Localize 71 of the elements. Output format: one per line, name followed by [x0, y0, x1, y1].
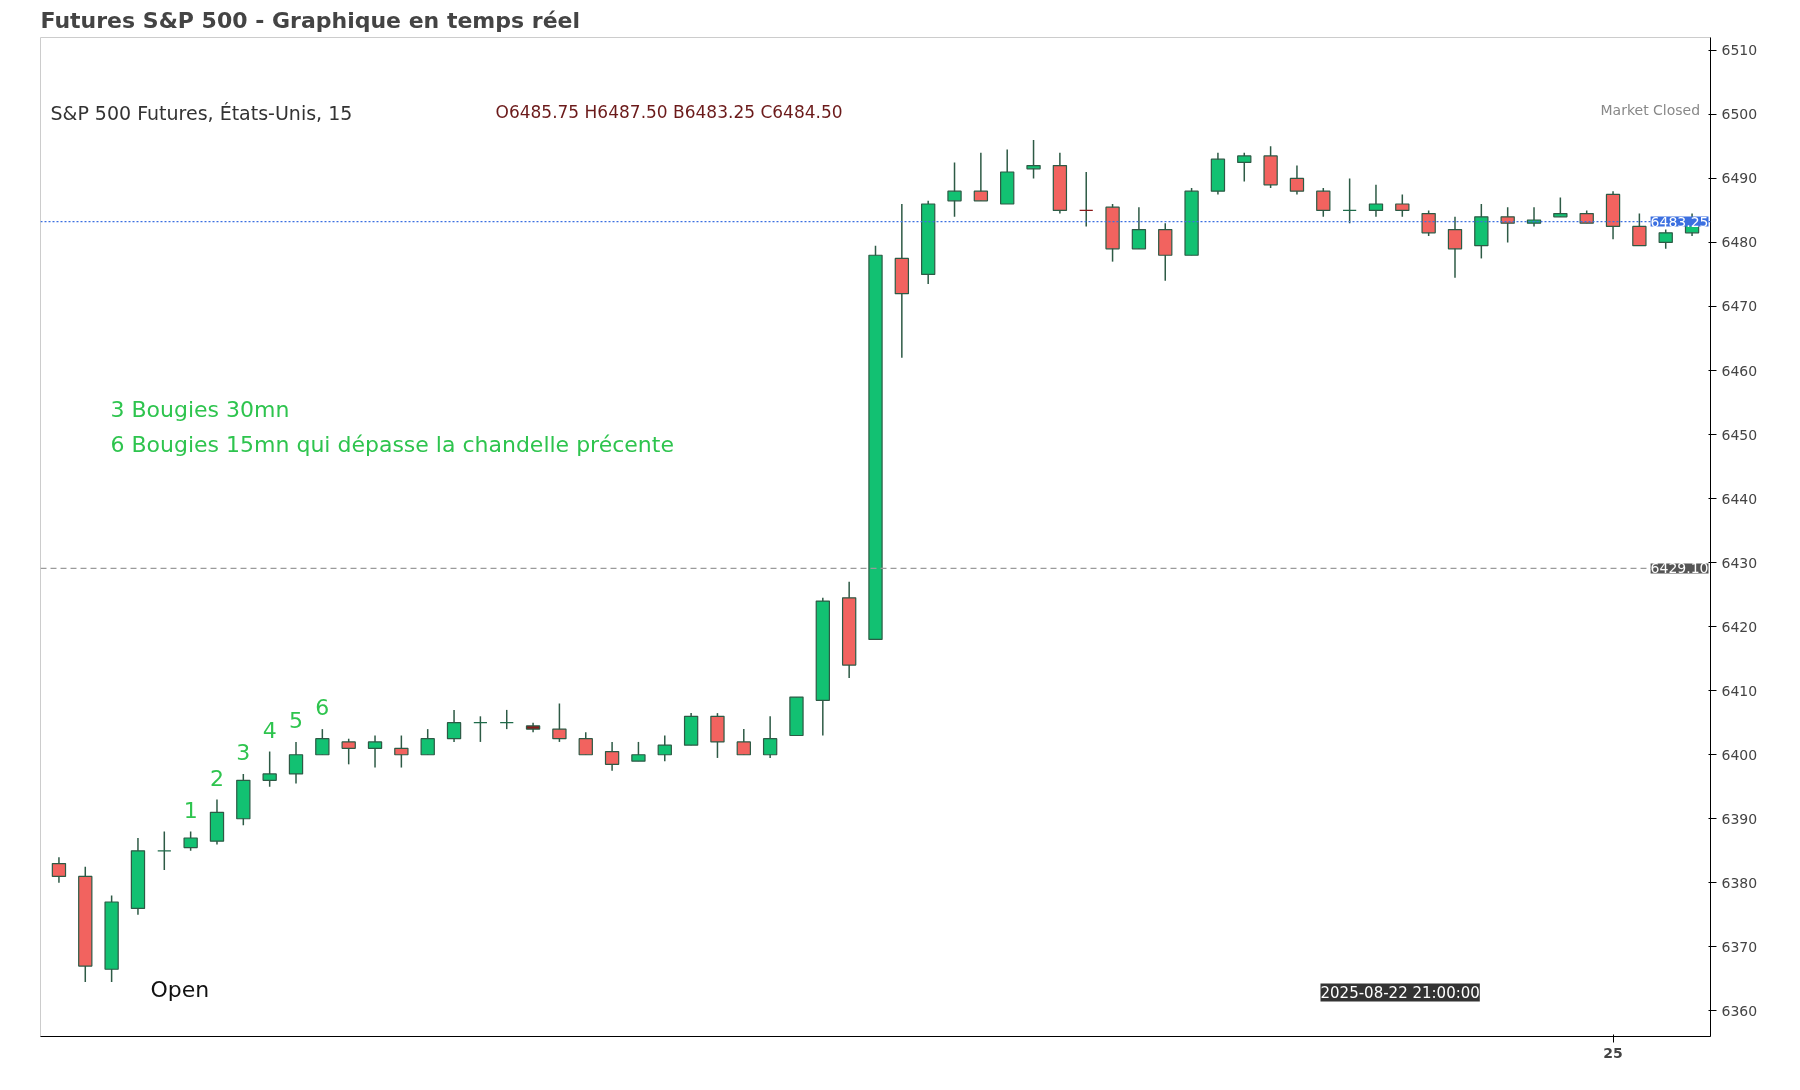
- chart-title: Futures S&P 500 - Graphique en temps réel: [40, 7, 581, 33]
- candlestick: [973, 152, 989, 202]
- annotation: 3 Bougies 30mn: [110, 396, 290, 422]
- candlestick: [420, 728, 435, 756]
- candlestick: [1026, 139, 1041, 180]
- y-tick-label: 6440: [1721, 490, 1758, 507]
- y-tick-label: 6510: [1721, 42, 1758, 59]
- annotation: O6485.75 H6487.50 B6483.25 C6484.50: [495, 101, 843, 122]
- text: 5: [289, 707, 304, 733]
- candlestick: [552, 702, 567, 743]
- ref-line-label: 6429.10: [1650, 560, 1709, 577]
- y-tick-label: 6490: [1721, 170, 1758, 187]
- candlestick: [1658, 228, 1673, 250]
- y-tick-label: 6360: [1721, 1002, 1758, 1019]
- y-tick-label: 6420: [1721, 618, 1758, 635]
- candlestick: [1447, 216, 1463, 279]
- candlestick: [1316, 187, 1331, 218]
- candlestick: [578, 731, 593, 756]
- candlestick: [394, 734, 409, 769]
- y-tick-label: 6500: [1721, 106, 1758, 123]
- y-tick-label: 6460: [1721, 362, 1758, 379]
- y-tick-label: 6480: [1721, 234, 1758, 251]
- candlestick: [762, 715, 778, 759]
- candlestick: [262, 750, 277, 788]
- candlestick: [1632, 212, 1647, 247]
- candlestick: [446, 709, 462, 743]
- candlestick: [631, 741, 646, 762]
- y-tick-label: 6390: [1721, 810, 1758, 827]
- candlestick: [1131, 206, 1147, 250]
- y-tick-label: 6400: [1721, 746, 1758, 763]
- candlestick: [657, 734, 672, 762]
- text: 6: [315, 695, 330, 721]
- candlestick: [1553, 196, 1568, 218]
- candlestick: [51, 856, 67, 884]
- candlestick: [1342, 177, 1357, 224]
- x-tick-label: 25: [1603, 1044, 1623, 1061]
- candlestick: [947, 161, 962, 218]
- y-tick-label: 6430: [1721, 554, 1758, 571]
- candlestick: [183, 830, 198, 852]
- candlestick: [604, 741, 620, 772]
- y-tick-label: 6370: [1721, 938, 1758, 955]
- candlestick: [1500, 206, 1515, 244]
- candlestick: [1237, 152, 1252, 183]
- annotation: Open: [150, 976, 210, 1002]
- candlestick: [1395, 193, 1410, 218]
- candlestick: [473, 715, 488, 743]
- annotation: 6 Bougies 15mn qui dépasse la chandelle précente: [110, 431, 674, 457]
- y-tick-label: 6450: [1721, 426, 1758, 443]
- text: 1: [183, 797, 198, 823]
- candlestick: [736, 728, 751, 756]
- text: 4: [262, 717, 277, 743]
- ref-line-label: 6483.25: [1650, 213, 1709, 230]
- candlestick: [1368, 184, 1384, 218]
- candlestick: [157, 830, 172, 871]
- candlestick: [1526, 206, 1542, 228]
- candlestick: [499, 709, 514, 730]
- candlestick: [288, 741, 304, 785]
- candlestick: [315, 728, 330, 756]
- candlestick: [1289, 164, 1305, 196]
- annotation: Market Closed: [1600, 101, 1701, 118]
- text: 2: [209, 765, 224, 791]
- y-tick-label: 6410: [1721, 682, 1758, 699]
- annotation: 2025-08-22 21:00:00: [1320, 983, 1480, 1002]
- y-tick-label: 6470: [1721, 298, 1758, 315]
- text: S&P 500 Futures, États-Unis, 15: [50, 101, 353, 124]
- candlestick: [1079, 171, 1094, 228]
- candlestick: [1421, 209, 1436, 237]
- text: 3: [236, 739, 251, 765]
- candlestick: [341, 737, 356, 766]
- y-tick-label: 6380: [1721, 874, 1758, 891]
- candlestick: [367, 734, 383, 769]
